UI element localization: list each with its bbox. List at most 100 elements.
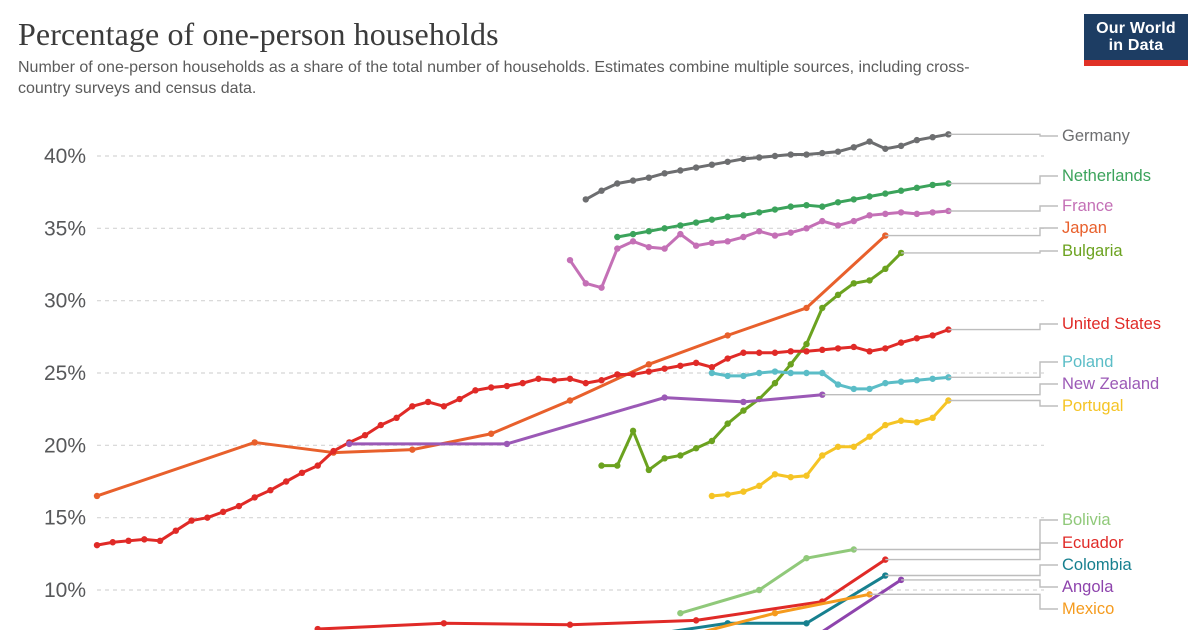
data-point[interactable] [314, 625, 321, 630]
data-point[interactable] [724, 355, 731, 362]
data-point[interactable] [645, 174, 653, 181]
data-point[interactable] [566, 256, 574, 264]
data-point[interactable] [645, 243, 653, 251]
data-point[interactable] [519, 379, 526, 387]
data-point[interactable] [188, 517, 195, 524]
data-point[interactable] [771, 379, 779, 387]
data-point[interactable] [897, 339, 905, 346]
data-point[interactable] [866, 193, 873, 200]
series-label-japan[interactable]: Japan [1062, 219, 1107, 237]
data-point[interactable] [361, 432, 369, 439]
data-point[interactable] [487, 384, 495, 391]
data-point[interactable] [897, 142, 905, 150]
data-point[interactable] [93, 541, 101, 549]
data-point[interactable] [109, 539, 116, 546]
series-label-poland[interactable]: Poland [1062, 353, 1113, 371]
data-point[interactable] [866, 348, 873, 355]
data-point[interactable] [645, 466, 653, 474]
data-point[interactable] [724, 372, 731, 380]
data-point[interactable] [740, 488, 747, 495]
series-label-netherlands[interactable]: Netherlands [1062, 167, 1151, 185]
data-point[interactable] [503, 382, 511, 390]
data-point[interactable] [677, 452, 684, 459]
data-point[interactable] [850, 443, 857, 450]
data-point[interactable] [787, 348, 794, 355]
series-label-united-states[interactable]: United States [1062, 315, 1161, 333]
data-point[interactable] [677, 362, 684, 369]
data-point[interactable] [803, 201, 810, 209]
data-point[interactable] [913, 335, 921, 342]
series-label-france[interactable]: France [1062, 197, 1113, 215]
data-point[interactable] [204, 514, 211, 521]
data-point[interactable] [897, 417, 905, 424]
data-point[interactable] [913, 418, 921, 426]
data-point[interactable] [771, 609, 779, 617]
data-point[interactable] [614, 233, 621, 241]
data-point[interactable] [771, 471, 779, 478]
data-point[interactable] [756, 154, 763, 161]
data-point[interactable] [487, 430, 495, 437]
data-point[interactable] [866, 433, 873, 440]
data-point[interactable] [724, 420, 731, 427]
data-point[interactable] [283, 478, 290, 485]
data-point[interactable] [409, 403, 416, 410]
data-point[interactable] [598, 462, 605, 469]
data-point[interactable] [803, 225, 810, 232]
data-point[interactable] [141, 536, 148, 543]
data-point[interactable] [692, 242, 700, 249]
our-world-in-data-logo[interactable]: Our World in Data [1084, 14, 1188, 66]
data-point[interactable] [440, 403, 448, 410]
series-labels[interactable]: Germany Netherlands France Japan Bulgaria Uni… [1062, 127, 1161, 618]
data-point[interactable] [834, 199, 842, 206]
data-point[interactable] [566, 397, 574, 404]
data-point[interactable] [724, 213, 731, 220]
data-point[interactable] [708, 239, 716, 246]
data-point[interactable] [661, 170, 668, 177]
data-point[interactable] [819, 149, 826, 157]
data-point[interactable] [251, 494, 258, 501]
data-point[interactable] [629, 177, 637, 184]
data-point[interactable] [708, 492, 716, 500]
data-point[interactable] [929, 209, 936, 216]
data-point[interactable] [787, 229, 794, 236]
data-point[interactable] [645, 361, 653, 368]
data-point[interactable] [456, 395, 463, 403]
data-point[interactable] [535, 375, 542, 382]
data-point[interactable] [913, 210, 921, 218]
data-point[interactable] [566, 375, 574, 382]
data-point[interactable] [850, 280, 857, 287]
series-label-germany[interactable]: Germany [1062, 127, 1131, 145]
data-point[interactable] [882, 190, 889, 197]
data-point[interactable] [819, 346, 826, 354]
data-point[interactable] [740, 372, 747, 380]
data-point[interactable] [756, 228, 763, 235]
data-point[interactable] [724, 158, 731, 165]
data-point[interactable] [756, 586, 763, 594]
data-point[interactable] [582, 379, 589, 387]
data-point[interactable] [787, 369, 794, 377]
data-point[interactable] [551, 377, 558, 384]
data-point[interactable] [834, 148, 842, 155]
data-point[interactable] [803, 620, 810, 627]
data-point[interactable] [614, 462, 621, 469]
data-point[interactable] [629, 427, 637, 435]
data-point[interactable] [929, 181, 936, 189]
data-point[interactable] [724, 491, 731, 498]
data-point[interactable] [756, 369, 763, 377]
data-point[interactable] [503, 440, 511, 448]
data-point[interactable] [692, 359, 700, 367]
data-point[interactable] [598, 187, 605, 194]
data-point[interactable] [267, 486, 274, 494]
data-point[interactable] [929, 133, 936, 141]
data-point[interactable] [787, 473, 794, 481]
data-point[interactable] [708, 216, 716, 223]
data-point[interactable] [629, 371, 637, 378]
data-point[interactable] [819, 391, 826, 398]
series-label-portugal[interactable]: Portugal [1062, 397, 1123, 415]
data-point[interactable] [692, 164, 700, 171]
data-point[interactable] [834, 381, 842, 388]
data-point[interactable] [913, 136, 921, 144]
data-point[interactable] [172, 527, 180, 534]
data-point[interactable] [834, 291, 842, 299]
data-point[interactable] [819, 217, 826, 225]
